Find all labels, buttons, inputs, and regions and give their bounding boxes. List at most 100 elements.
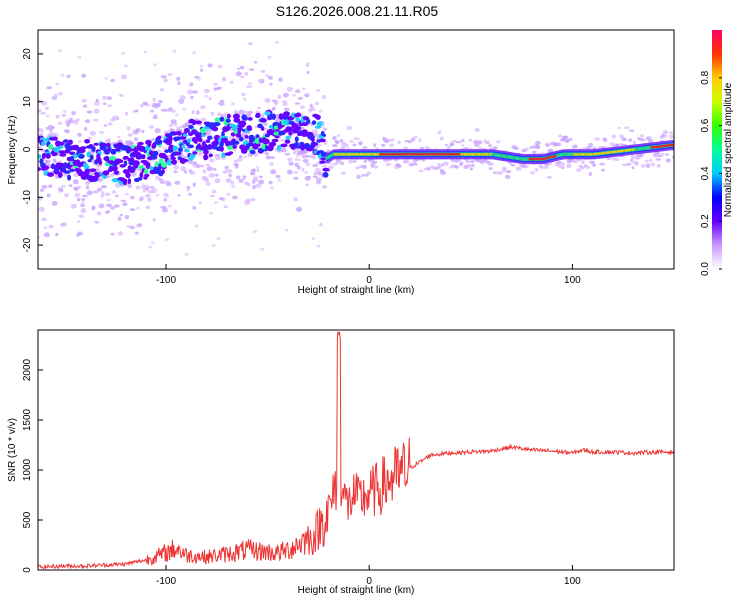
heatmap-band-peak (433, 153, 436, 156)
heatmap-core (232, 144, 237, 149)
heatmap-band-green (641, 146, 644, 151)
snr-x-ticks: -100 0 100 (156, 565, 581, 587)
heatmap-band-peak (447, 153, 451, 156)
heatmap-speckle (55, 114, 60, 119)
heatmap-outlier (106, 198, 111, 202)
heatmap-speckle (219, 113, 226, 118)
heatmap-band-green (636, 147, 639, 151)
heatmap-speckle (69, 117, 73, 121)
heatmap-core (280, 143, 288, 148)
heatmap-speckle (396, 164, 402, 168)
heatmap-core (232, 140, 240, 145)
heatmap-speckle (345, 144, 349, 148)
colorbar-tick-label: 0.0 (700, 262, 711, 276)
heatmap-speckle (447, 145, 451, 149)
heatmap-band-green (525, 157, 529, 161)
heatmap-band-green (325, 156, 329, 161)
heatmap-speckle (129, 225, 135, 230)
heatmap-band-high (590, 153, 594, 156)
heatmap-speckle (242, 175, 247, 178)
heatmap-band-green (569, 152, 573, 157)
heatmap-outlier (192, 51, 197, 55)
heatmap-core (45, 153, 51, 159)
heatmap-band-high (337, 153, 340, 156)
heatmap-speckle (502, 167, 507, 173)
heatmap-speckle (293, 197, 298, 202)
heatmap-core (300, 144, 305, 151)
heatmap-speckle (134, 109, 139, 113)
heatmap-speckle (555, 142, 561, 147)
heatmap-outlier (62, 110, 67, 113)
heatmap-band-peak (540, 157, 544, 161)
heatmap-core (214, 117, 220, 123)
heatmap-speckle (89, 130, 96, 136)
heatmap-speckle (470, 164, 475, 167)
heatmap-band-high (582, 153, 586, 156)
heatmap-speckle (198, 201, 202, 205)
heatmap-speckle (48, 131, 55, 135)
heatmap-band-high (618, 150, 622, 153)
heatmap-band-high (372, 153, 376, 156)
heatmap-speckle (454, 165, 459, 169)
heatmap-speckle (536, 145, 541, 150)
heatmap-outlier (45, 114, 50, 118)
heatmap-speckle (306, 71, 310, 74)
colorbar-tick-label: 0.4 (700, 166, 711, 180)
heatmap-speckle (668, 134, 674, 139)
heatmap-speckle (299, 105, 306, 109)
heatmap-speckle (450, 142, 454, 147)
heatmap-speckle (72, 179, 79, 185)
heatmap-band-high (631, 148, 635, 151)
heatmap-speckle (234, 164, 239, 169)
heatmap-band-high (377, 153, 381, 156)
heatmap-core (285, 126, 292, 132)
heatmap-band-high (351, 153, 355, 156)
heatmap-band-high (592, 153, 596, 156)
heatmap-band-high (475, 153, 479, 156)
heatmap-speckle (154, 128, 161, 134)
heatmap-band-peak (537, 157, 540, 161)
heatmap-band-high (361, 153, 365, 156)
heatmap-speckle (110, 78, 115, 83)
heatmap-band-peak (389, 153, 392, 156)
heatmap-speckle (186, 187, 190, 192)
heatmap-speckle (619, 143, 623, 146)
heatmap-band-peak (545, 157, 548, 160)
heatmap-band-peak (428, 153, 431, 156)
heatmap-core (157, 135, 162, 139)
heatmap-speckle (265, 155, 271, 160)
heatmap-speckle (217, 64, 222, 69)
heatmap-band-high (463, 153, 467, 156)
heatmap-speckle (173, 165, 180, 170)
heatmap-band-peak (650, 146, 654, 149)
heatmap-band-green (563, 152, 566, 157)
heatmap-speckle (644, 159, 650, 163)
heatmap-speckle (213, 82, 218, 86)
heatmap-speckle (135, 185, 141, 190)
heatmap-core (125, 172, 131, 179)
heatmap-band-peak (444, 153, 448, 156)
heatmap-speckle (103, 124, 108, 127)
snr-y-tick-label: 500 (22, 511, 33, 528)
heatmap-speckle (208, 158, 215, 163)
heatmap-speckle (576, 168, 582, 172)
heatmap-outlier (136, 206, 140, 210)
heatmap-speckle (241, 92, 246, 97)
heatmap-speckle (493, 146, 498, 150)
heatmap-speckle (305, 183, 309, 187)
heatmap-band-peak (387, 153, 391, 156)
heatmap-band-green (647, 146, 651, 150)
heatmap-core (320, 130, 325, 137)
heatmap-band-high (356, 153, 360, 156)
heatmap-speckle (86, 190, 93, 196)
heatmap-band-high (623, 149, 626, 152)
heatmap-outlier (277, 178, 282, 182)
heatmap-core (144, 173, 150, 178)
heatmap-outlier (172, 49, 177, 53)
heatmap-speckle (631, 166, 635, 170)
heatmap-band-green (519, 156, 522, 161)
heatmap-band-high (615, 150, 618, 153)
heatmap-speckle (232, 195, 238, 200)
heatmap-speckle (293, 171, 299, 174)
heatmap-speckle (614, 157, 619, 161)
